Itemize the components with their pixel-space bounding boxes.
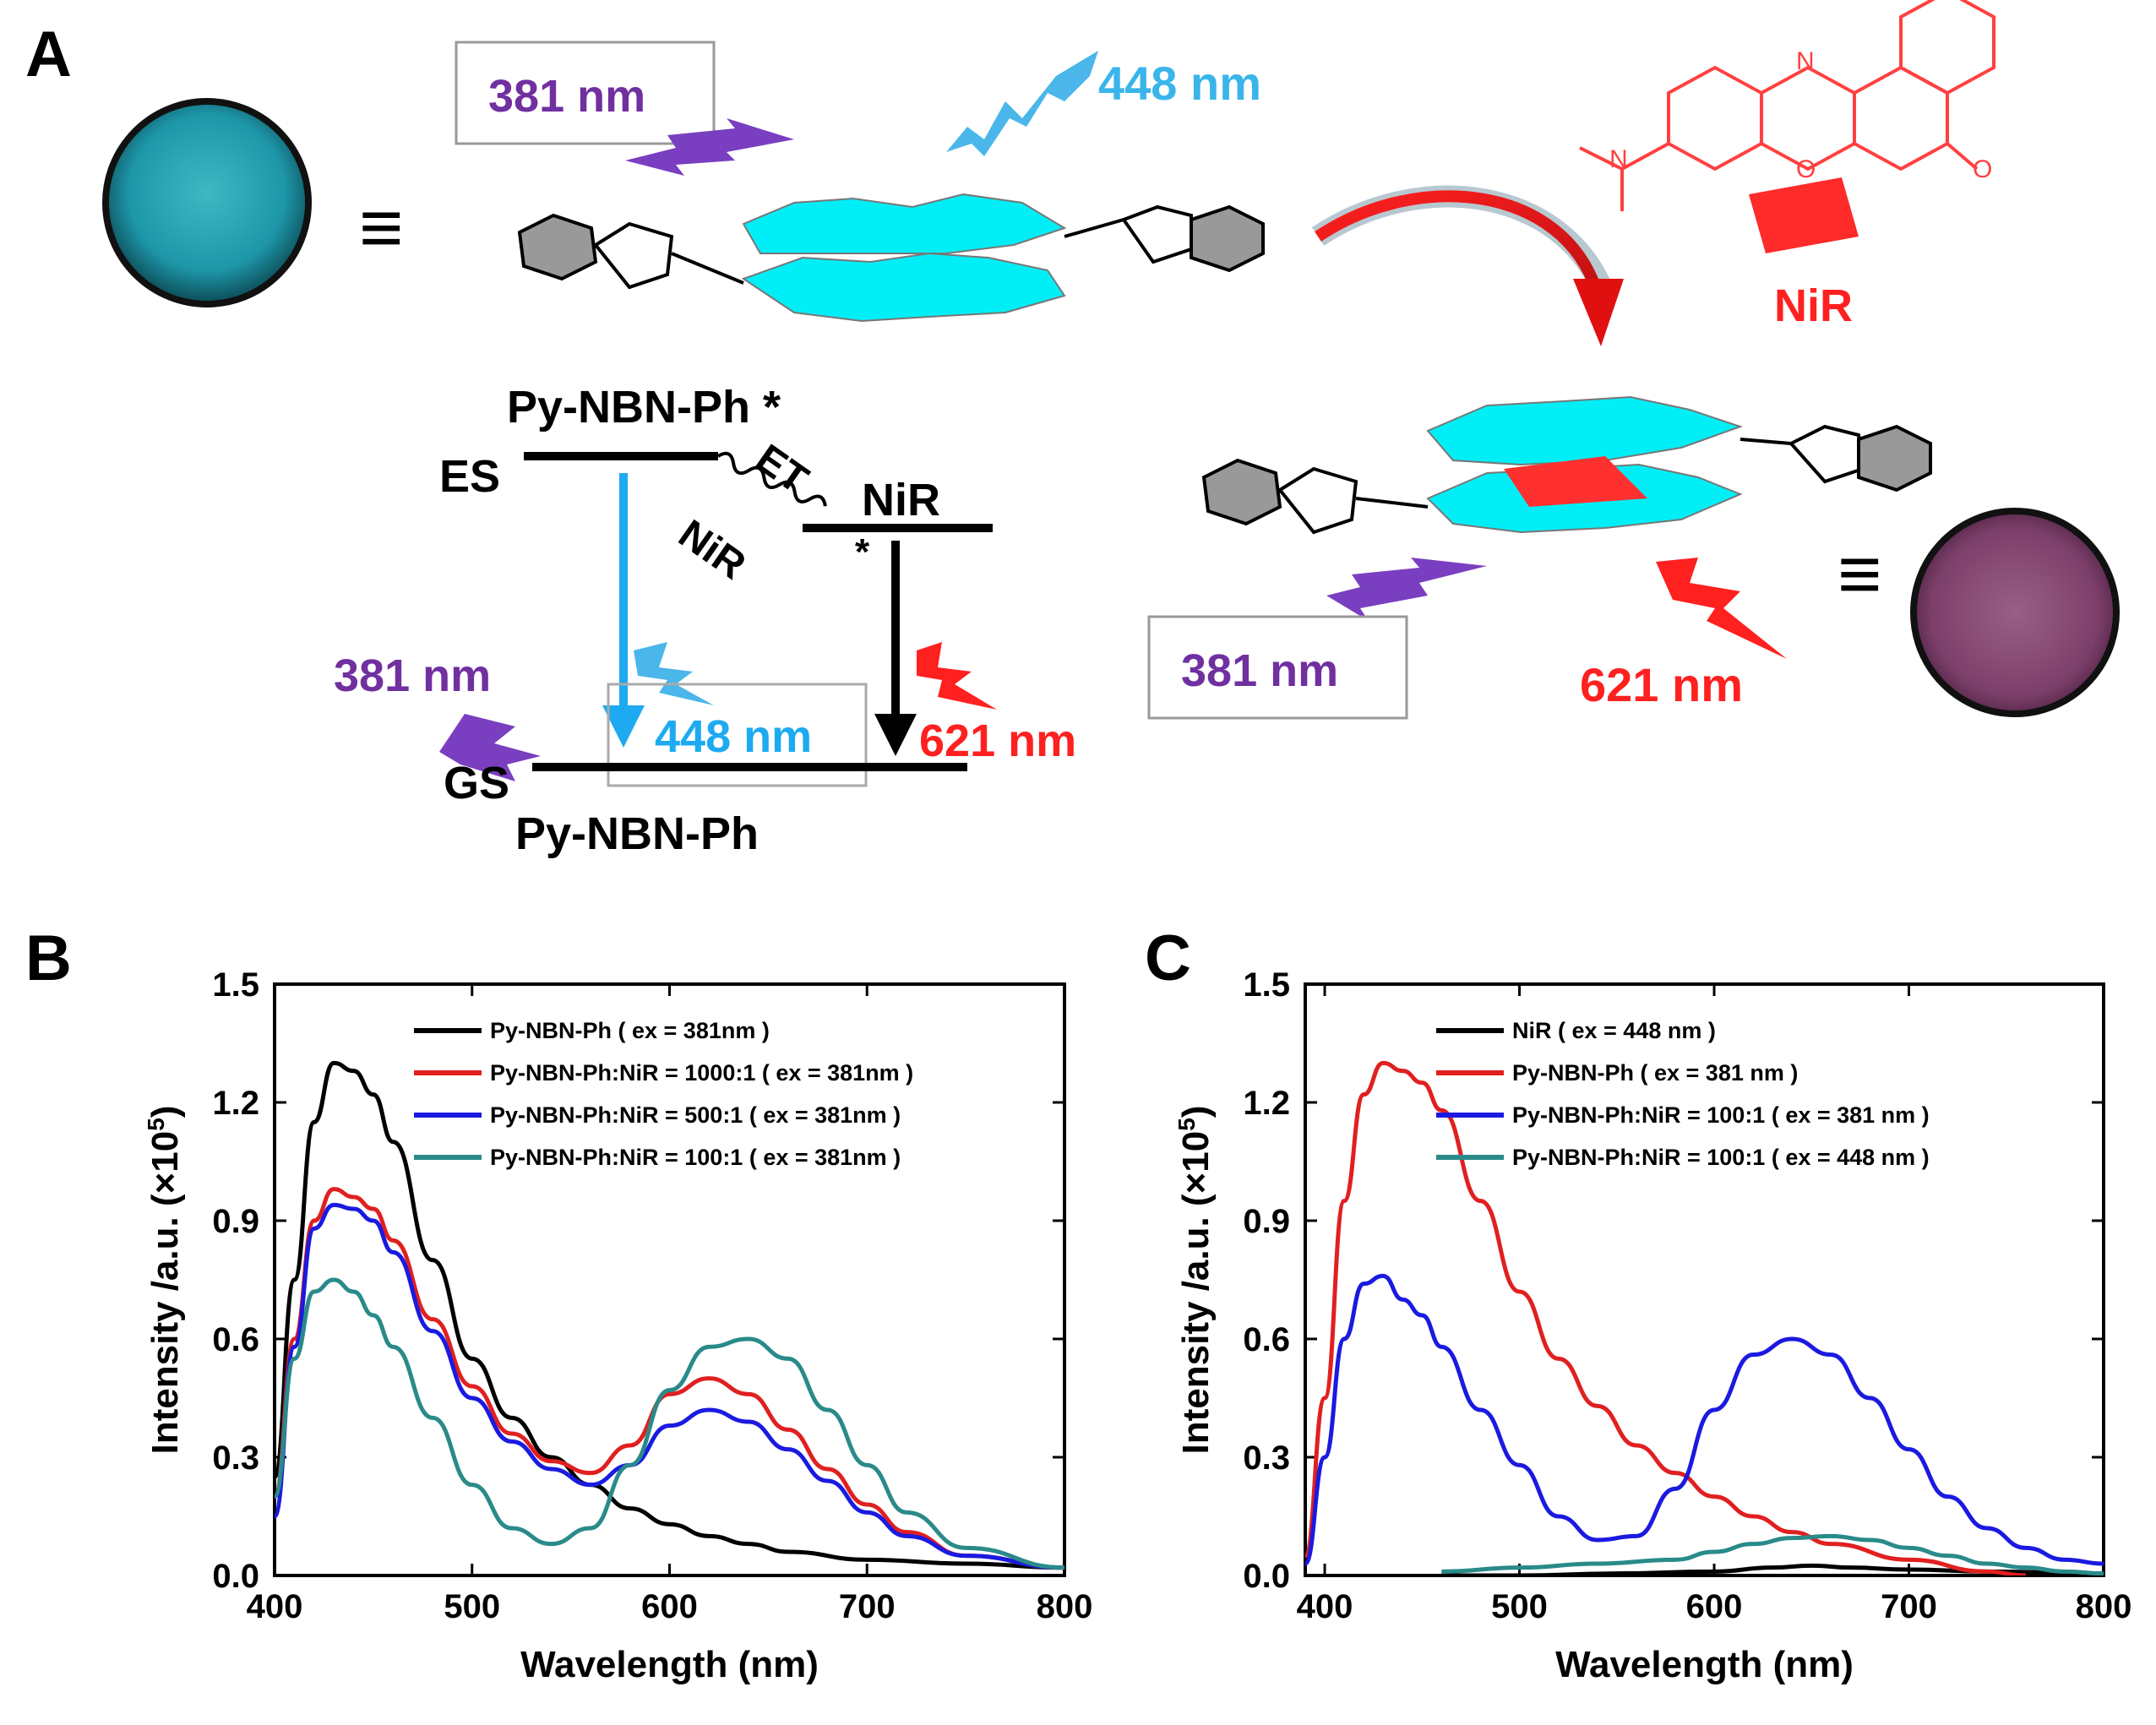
energy-transfer-arrowhead bbox=[1573, 279, 1624, 346]
x-tick-label: 600 bbox=[641, 1588, 698, 1625]
excitation-box-top bbox=[455, 41, 716, 145]
et-wavy-line bbox=[716, 451, 827, 507]
y-tick-label: 0.6 bbox=[212, 1321, 259, 1358]
diagram-red-label: 621 nm bbox=[919, 716, 1076, 766]
excitation-label-top: 381 nm bbox=[488, 71, 645, 122]
y-axis-title: Intensity /a.u. (×105) bbox=[143, 1106, 186, 1455]
nir-label-top: NiR bbox=[1774, 280, 1853, 331]
ground-donor-label: Py-NBN-Ph bbox=[515, 808, 759, 859]
x-axis-title: Wavelength (nm) bbox=[520, 1644, 819, 1685]
legend-label: Py-NBN-Ph:NiR = 500:1 ( ex = 381nm ) bbox=[490, 1102, 901, 1128]
excitation-box-right bbox=[1147, 615, 1408, 720]
nir-o-atom: O bbox=[1796, 155, 1816, 183]
x-tick-label: 800 bbox=[2076, 1588, 2132, 1625]
legend-label: Py-NBN-Ph:NiR = 100:1 ( ex = 381 nm ) bbox=[1512, 1102, 1930, 1128]
x-tick-label: 500 bbox=[444, 1588, 500, 1625]
nir-block bbox=[1749, 177, 1859, 253]
y-tick-label: 0.0 bbox=[1243, 1558, 1290, 1595]
diagram-excitation-label: 381 nm bbox=[334, 650, 491, 701]
purple-petri-dish bbox=[1910, 508, 2120, 717]
equiv-symbol-right: ≡ bbox=[1838, 532, 1882, 617]
y-tick-label: 1.5 bbox=[212, 966, 259, 1004]
blue-lightning-top bbox=[946, 51, 1098, 156]
excitation-label-right: 381 nm bbox=[1181, 645, 1338, 696]
y-tick-label: 0.6 bbox=[1243, 1321, 1290, 1358]
y-tick-label: 0.0 bbox=[212, 1558, 259, 1595]
purple-lightning-top bbox=[625, 118, 794, 176]
red-lightning-diagram bbox=[917, 642, 997, 710]
legend-label: NiR ( ex = 448 nm ) bbox=[1512, 1018, 1716, 1043]
blue-lightning-diagram bbox=[634, 642, 714, 705]
y-tick-label: 0.9 bbox=[212, 1203, 259, 1240]
excited-donor-label: Py-NBN-Ph * bbox=[507, 382, 781, 433]
chart-b: 0.0 0.3 0.6 0.9 1.2 1.5 400 500 600 700 800 Wavelen… bbox=[143, 966, 1092, 1685]
y-tick-label: 0.9 bbox=[1243, 1203, 1290, 1240]
et-label: ET bbox=[748, 436, 816, 503]
purple-lightning-diagram bbox=[439, 714, 541, 781]
series-line-2 bbox=[275, 1187, 1064, 1570]
y-tick-label: 1.5 bbox=[1243, 966, 1290, 1004]
cyan-petri-dish bbox=[102, 98, 312, 307]
x-tick-label: 500 bbox=[1491, 1588, 1548, 1625]
chart-c: 0.0 0.3 0.6 0.9 1.2 1.5 400 500 600 700 800 Wavelen… bbox=[1173, 966, 2132, 1685]
nir-n-atom: N bbox=[1796, 47, 1815, 75]
gs-label: GS bbox=[444, 758, 509, 808]
emission-label-right: 621 nm bbox=[1580, 658, 1743, 711]
y-tick-label: 0.3 bbox=[212, 1439, 259, 1477]
energy-transfer-arrow bbox=[1315, 190, 1603, 294]
diagram-emission-box bbox=[607, 683, 868, 787]
series-line-3 bbox=[275, 1202, 1064, 1570]
nir-amine-n: N bbox=[1609, 145, 1628, 173]
y-tick-label: 1.2 bbox=[212, 1085, 259, 1122]
x-tick-label: 700 bbox=[839, 1588, 896, 1625]
y-axis-title: Intensity /a.u. (×105) bbox=[1173, 1106, 1217, 1455]
nir-carbonyl-o: O bbox=[1973, 155, 1992, 183]
series-line-1 bbox=[275, 1060, 1064, 1570]
panel-b-letter: B bbox=[25, 922, 72, 994]
series-line-3 bbox=[1305, 1273, 2104, 1566]
et-nir-label: NiR bbox=[671, 512, 754, 589]
panel-a-letter: A bbox=[25, 19, 72, 90]
py-nbn-ph-nir-stack bbox=[1201, 395, 1932, 535]
series-line-4 bbox=[275, 1277, 1064, 1570]
panel-c-letter: C bbox=[1145, 922, 1191, 994]
y-tick-label: 0.3 bbox=[1243, 1439, 1290, 1477]
es-label: ES bbox=[439, 451, 500, 502]
legend-label: Py-NBN-Ph:NiR = 1000:1 ( ex = 381nm ) bbox=[490, 1060, 913, 1086]
x-tick-label: 800 bbox=[1037, 1588, 1093, 1625]
series-line-2 bbox=[1305, 1060, 2026, 1575]
series-line-4 bbox=[1441, 1533, 2104, 1575]
x-tick-label: 400 bbox=[1297, 1588, 1353, 1625]
legend-label: Py-NBN-Ph:NiR = 100:1 ( ex = 381nm ) bbox=[490, 1145, 901, 1170]
x-tick-label: 600 bbox=[1686, 1588, 1743, 1625]
x-tick-label: 700 bbox=[1881, 1588, 1937, 1625]
legend-label: Py-NBN-Ph ( ex = 381nm ) bbox=[490, 1018, 770, 1043]
nir-star: * bbox=[855, 531, 870, 573]
diagram-blue-label: 448 nm bbox=[655, 711, 812, 762]
x-axis-title: Wavelength (nm) bbox=[1555, 1644, 1854, 1685]
legend-label: Py-NBN-Ph:NiR = 100:1 ( ex = 448 nm ) bbox=[1512, 1145, 1930, 1170]
emission-label-top: 448 nm bbox=[1098, 57, 1261, 110]
red-lightning-right bbox=[1656, 558, 1787, 659]
purple-lightning-right bbox=[1326, 558, 1487, 621]
y-tick-label: 1.2 bbox=[1243, 1085, 1290, 1122]
nir-level-label: NiR bbox=[862, 475, 940, 525]
x-tick-label: 400 bbox=[247, 1588, 303, 1625]
py-nbn-ph-stack-top bbox=[517, 193, 1265, 323]
equiv-symbol-left: ≡ bbox=[359, 186, 404, 270]
nir-structure bbox=[1579, 0, 1995, 211]
legend-label: Py-NBN-Ph ( ex = 381 nm ) bbox=[1512, 1060, 1798, 1086]
plot-frame bbox=[1304, 982, 2105, 1577]
